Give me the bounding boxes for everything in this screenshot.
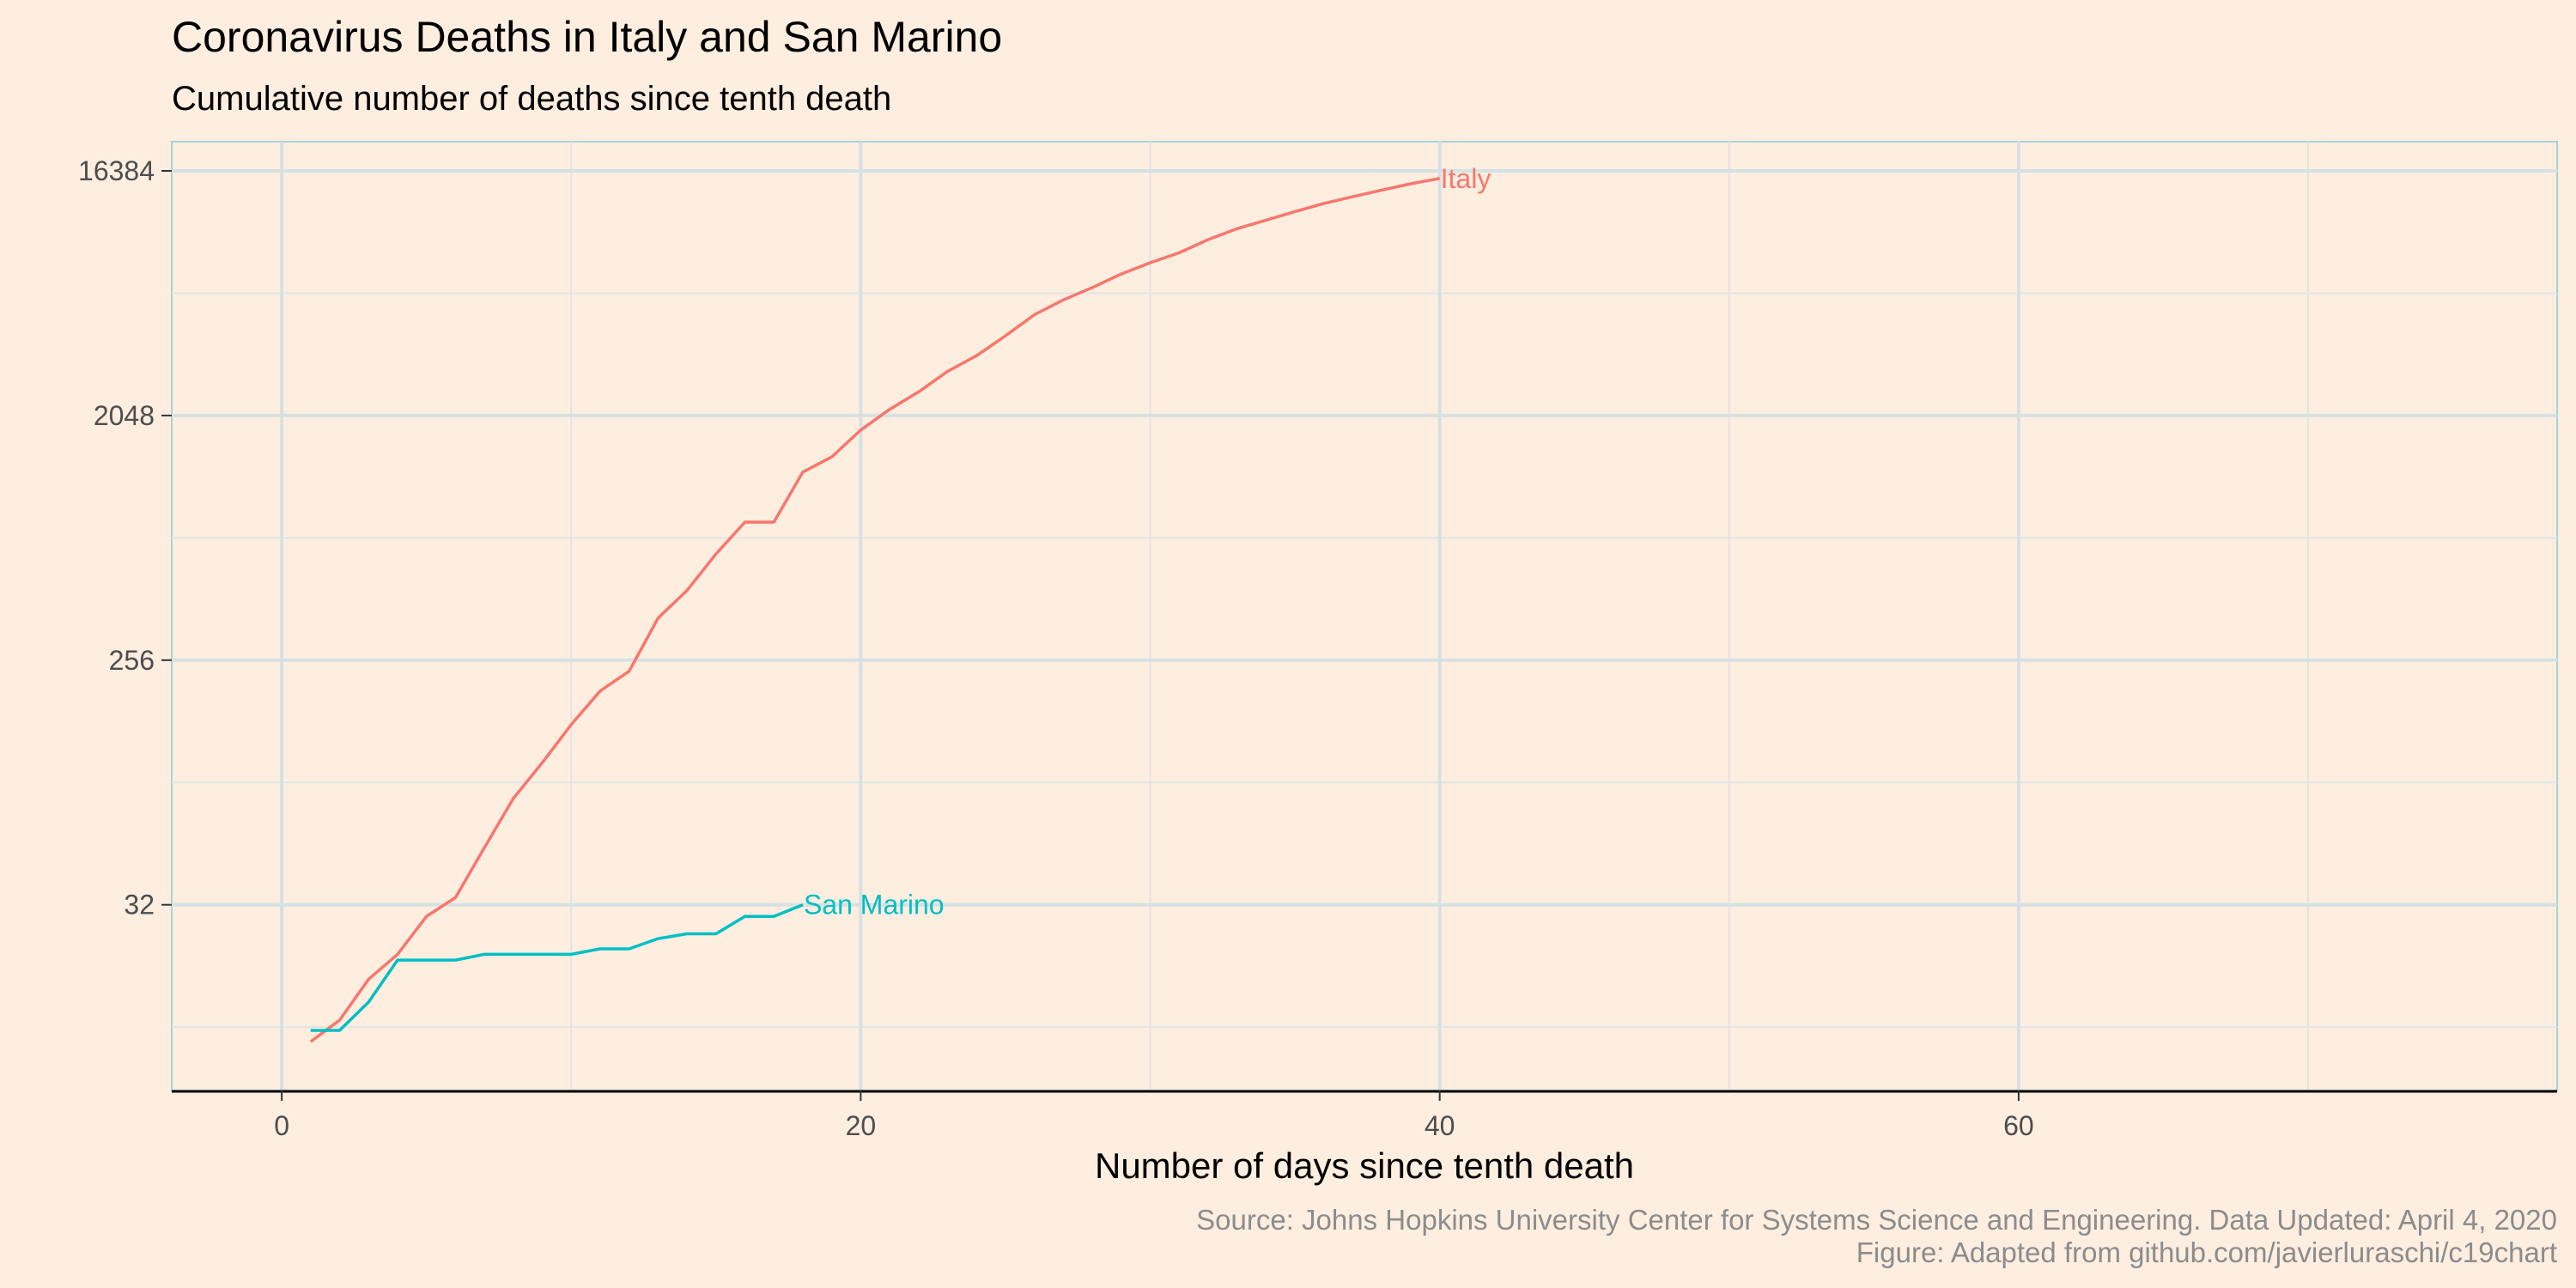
- major-gridlines: [172, 142, 2557, 1091]
- minor-gridlines: [172, 142, 2557, 1091]
- caption-source: Source: Johns Hopkins University Center …: [1196, 1204, 2557, 1236]
- chart-title: Coronavirus Deaths in Italy and San Mari…: [172, 13, 1002, 61]
- x-tick-label: 60: [2003, 1110, 2034, 1141]
- x-tick-label: 20: [846, 1110, 877, 1141]
- y-tick-label: 32: [124, 890, 155, 920]
- x-axis-title: Number of days since tenth death: [1095, 1145, 1634, 1186]
- x-tick-label: 0: [274, 1110, 289, 1141]
- plot-panel: [171, 141, 2558, 1091]
- series-layer: Italy San Marino: [309, 163, 1492, 1043]
- y-tick-label: 256: [109, 645, 155, 676]
- x-tick-label: 40: [1425, 1110, 1455, 1141]
- series-label-san-marino: San Marino: [804, 890, 945, 920]
- caption-figure: Figure: Adapted from github.com/javierlu…: [1856, 1236, 2557, 1268]
- y-axis-ticks: 32 256 2048 16384: [78, 155, 172, 920]
- y-tick-label: 2048: [94, 400, 155, 431]
- chart-subtitle: Cumulative number of deaths since tenth …: [172, 80, 891, 118]
- series-label-italy: Italy: [1441, 163, 1492, 194]
- series-line-san-marino: [310, 903, 804, 1032]
- y-tick-label: 16384: [78, 155, 155, 186]
- series-line-italy: [309, 177, 1441, 1043]
- x-axis-ticks: 0 20 40 60: [274, 1091, 2034, 1141]
